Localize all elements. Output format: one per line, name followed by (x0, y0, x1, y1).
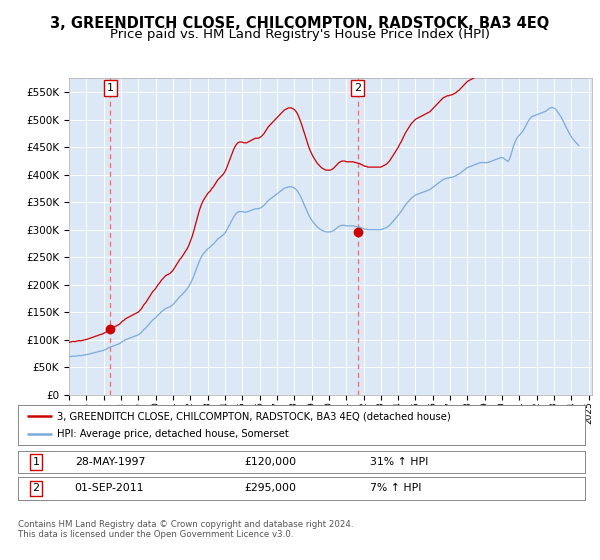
Text: HPI: Average price, detached house, Somerset: HPI: Average price, detached house, Some… (56, 429, 289, 439)
Text: 2: 2 (354, 83, 361, 93)
Text: 28-MAY-1997: 28-MAY-1997 (75, 457, 145, 467)
Text: Price paid vs. HM Land Registry's House Price Index (HPI): Price paid vs. HM Land Registry's House … (110, 28, 490, 41)
Text: £295,000: £295,000 (245, 483, 297, 493)
Text: 3, GREENDITCH CLOSE, CHILCOMPTON, RADSTOCK, BA3 4EQ: 3, GREENDITCH CLOSE, CHILCOMPTON, RADSTO… (50, 16, 550, 31)
Text: Contains HM Land Registry data © Crown copyright and database right 2024.
This d: Contains HM Land Registry data © Crown c… (18, 520, 353, 539)
Text: 3, GREENDITCH CLOSE, CHILCOMPTON, RADSTOCK, BA3 4EQ (detached house): 3, GREENDITCH CLOSE, CHILCOMPTON, RADSTO… (56, 411, 451, 421)
Text: £120,000: £120,000 (245, 457, 297, 467)
Text: 1: 1 (32, 457, 40, 467)
Text: 7% ↑ HPI: 7% ↑ HPI (370, 483, 421, 493)
Text: 2: 2 (32, 483, 40, 493)
Text: 1: 1 (107, 83, 114, 93)
Text: 01-SEP-2011: 01-SEP-2011 (75, 483, 144, 493)
Text: 31% ↑ HPI: 31% ↑ HPI (370, 457, 428, 467)
